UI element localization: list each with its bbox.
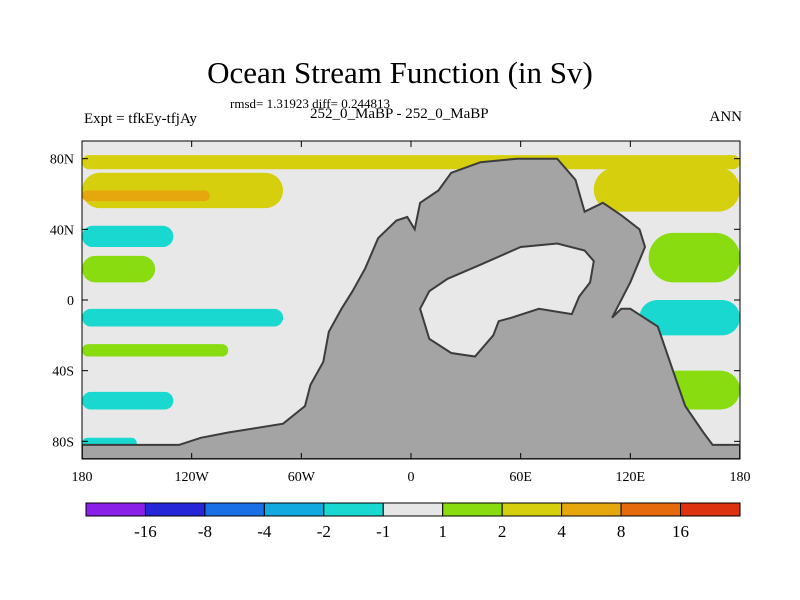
contour-band-2 bbox=[82, 190, 210, 202]
y-tick-label: 0 bbox=[67, 294, 74, 309]
y-tick-label: 40N bbox=[50, 223, 74, 238]
x-tick-label: 60W bbox=[288, 470, 316, 485]
colorbar-swatch bbox=[620, 502, 682, 517]
x-tick-label: 180 bbox=[72, 470, 93, 485]
colorbar-swatch bbox=[442, 502, 503, 517]
colorbar-swatch bbox=[501, 502, 563, 517]
y-tick-label: 40S bbox=[52, 365, 74, 380]
rmsd-diff-stats: rmsd= 1.31923 diff= 0.244813 bbox=[230, 96, 390, 111]
colorbar-swatch bbox=[263, 502, 325, 517]
contour-band-3 bbox=[593, 167, 740, 212]
colorbar-label: 1 bbox=[438, 522, 447, 541]
colorbar-label: -2 bbox=[317, 522, 331, 541]
contour-band-5 bbox=[82, 255, 156, 283]
colorbar-swatch bbox=[382, 502, 444, 517]
colorbar-label: 16 bbox=[672, 522, 689, 541]
colorbar-swatch bbox=[680, 502, 741, 517]
colorbar-label: 8 bbox=[617, 522, 626, 541]
y-tick-label: 80N bbox=[50, 153, 74, 168]
contour-band-4 bbox=[82, 225, 174, 247]
colorbar-label: -16 bbox=[134, 522, 157, 541]
colorbar-label: -8 bbox=[198, 522, 212, 541]
x-tick-label: 120W bbox=[175, 470, 210, 485]
colorbar-swatch bbox=[85, 502, 146, 517]
x-tick-label: 60E bbox=[509, 470, 532, 485]
contour-band-0 bbox=[82, 155, 740, 170]
colorbar-label: 2 bbox=[498, 522, 507, 541]
colorbar: -16 -8 -4 -2 -1 1 2 4 8 16 bbox=[85, 502, 741, 541]
y-tick-label: 80S bbox=[52, 435, 74, 450]
colorbar-label: -4 bbox=[257, 522, 272, 541]
colorbar-swatch bbox=[204, 502, 265, 517]
contour-band-12 bbox=[648, 232, 740, 283]
chart-title: Ocean Stream Function (in Sv) bbox=[207, 55, 593, 90]
season-label: ANN bbox=[709, 109, 743, 125]
contour-band-10 bbox=[639, 300, 740, 336]
period-label: 252_0_MaBP - 252_0_MaBP bbox=[310, 106, 489, 122]
colorbar-swatch bbox=[561, 502, 622, 517]
colorbar-swatch bbox=[323, 502, 384, 517]
colorbar-swatch bbox=[144, 502, 206, 517]
x-tick-label: 120E bbox=[616, 470, 646, 485]
contour-band-8 bbox=[82, 391, 174, 410]
colorbar-label: 4 bbox=[557, 522, 566, 541]
colorbar-label: -1 bbox=[376, 522, 390, 541]
land-pangaea bbox=[82, 157, 740, 459]
x-tick-label: 0 bbox=[408, 470, 415, 485]
contour-band-6 bbox=[82, 308, 284, 327]
experiment-label: Expt = tfkEy-tfjAy bbox=[84, 111, 197, 127]
x-tick-label: 180 bbox=[730, 470, 751, 485]
contour-band-7 bbox=[82, 344, 229, 357]
land-tethys-sea bbox=[419, 242, 595, 358]
